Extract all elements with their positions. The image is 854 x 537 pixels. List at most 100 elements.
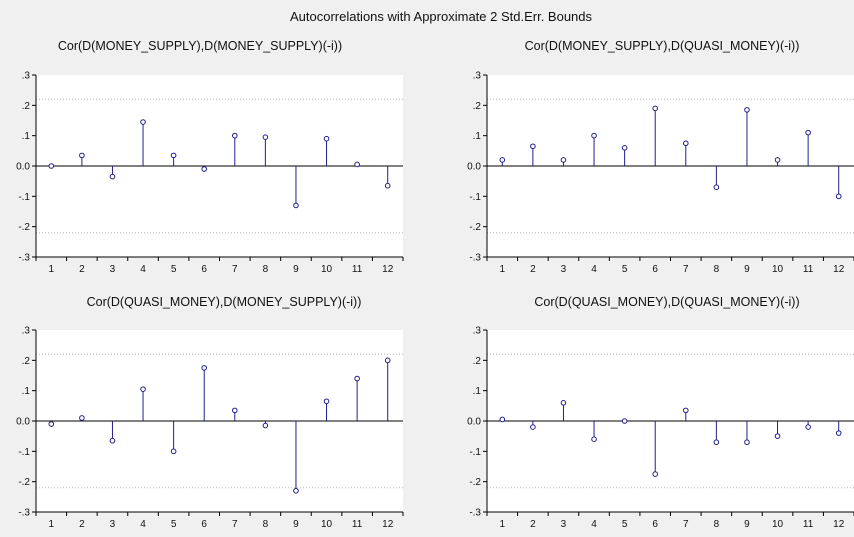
acf-point xyxy=(109,437,116,444)
x-tick-label: 4 xyxy=(140,519,146,530)
acf-point xyxy=(384,182,391,189)
acf-point xyxy=(774,157,781,163)
x-tick-label: 5 xyxy=(171,264,177,275)
acf-point xyxy=(744,439,750,446)
x-tick-label: 11 xyxy=(352,519,363,530)
y-tick-label: -.1 xyxy=(18,192,30,203)
x-tick-label: 12 xyxy=(833,519,845,530)
x-tick-label: 6 xyxy=(201,264,207,275)
x-tick-label: 11 xyxy=(803,519,814,530)
x-tick-label: 5 xyxy=(171,519,177,530)
acf-point xyxy=(591,436,597,443)
panel-title: Cor(D(MONEY_SUPPLY),D(MONEY_SUPPLY)(-i)) xyxy=(58,39,342,53)
acf-point xyxy=(201,166,208,172)
acf-point xyxy=(713,439,720,446)
acf-point xyxy=(805,424,811,430)
x-tick-label: 3 xyxy=(561,264,567,275)
acf-point xyxy=(109,173,116,180)
y-tick-label: -.3 xyxy=(18,508,30,519)
x-tick-label: 9 xyxy=(293,519,299,530)
acf-point xyxy=(140,119,146,125)
acf-panel: Cor(D(QUASI_MONEY),D(QUASI_MONEY)(-i)) .3… xyxy=(467,295,854,530)
x-tick-label: 3 xyxy=(561,519,567,530)
x-tick-label: 1 xyxy=(49,519,55,530)
acf-point xyxy=(79,415,85,421)
x-tick-label: 4 xyxy=(591,264,597,275)
x-tick-label: 2 xyxy=(79,264,85,275)
acf-point xyxy=(744,107,750,113)
acf-point xyxy=(231,407,238,414)
y-tick-label: 0.0 xyxy=(16,162,30,173)
acf-point xyxy=(713,184,720,191)
x-tick-label: 10 xyxy=(321,264,333,275)
x-tick-label: 12 xyxy=(833,264,845,275)
y-tick-label: .1 xyxy=(22,131,31,142)
acf-point xyxy=(682,140,689,147)
figure-title: Autocorrelations with Approximate 2 Std.… xyxy=(290,9,593,24)
x-tick-label: 8 xyxy=(714,519,720,530)
x-tick-label: 9 xyxy=(744,264,750,275)
acf-panel: Cor(D(MONEY_SUPPLY),D(QUASI_MONEY)(-i)).… xyxy=(467,39,854,275)
acf-point xyxy=(835,193,842,200)
x-tick-label: 7 xyxy=(683,264,689,275)
y-tick-label: .2 xyxy=(473,101,482,112)
panel-title: Cor(D(MONEY_SUPPLY),D(QUASI_MONEY)(-i)) xyxy=(525,39,800,53)
x-tick-label: 6 xyxy=(652,264,658,275)
x-tick-label: 5 xyxy=(622,519,628,530)
x-tick-label: 4 xyxy=(591,519,597,530)
y-tick-label: 0.0 xyxy=(467,417,481,428)
acf-point xyxy=(48,421,55,427)
panel-title: Cor(D(QUASI_MONEY),D(QUASI_MONEY)(-i)) xyxy=(534,295,799,309)
acf-point xyxy=(835,430,842,436)
x-tick-label: 8 xyxy=(714,264,720,275)
acf-point xyxy=(591,132,597,139)
x-tick-label: 3 xyxy=(110,264,116,275)
x-tick-label: 2 xyxy=(79,519,85,530)
x-tick-label: 12 xyxy=(382,264,394,275)
y-tick-label: .3 xyxy=(473,71,482,82)
y-tick-label: .1 xyxy=(473,386,482,397)
acf-point xyxy=(530,143,536,150)
acf-point xyxy=(621,145,628,151)
x-tick-label: 8 xyxy=(263,264,269,275)
x-tick-label: 11 xyxy=(352,264,363,275)
acf-point xyxy=(621,418,628,424)
y-tick-label: .3 xyxy=(473,326,482,337)
y-tick-label: 0.0 xyxy=(16,417,30,428)
acf-point xyxy=(384,357,391,364)
y-tick-label: -.1 xyxy=(18,447,30,458)
panel-title: Cor(D(QUASI_MONEY),D(MONEY_SUPPLY)(-i)) xyxy=(87,295,362,309)
x-tick-label: 1 xyxy=(500,264,506,275)
y-tick-label: -.3 xyxy=(18,253,30,264)
y-tick-label: -.3 xyxy=(469,508,481,519)
x-tick-label: 10 xyxy=(772,519,784,530)
x-tick-label: 10 xyxy=(772,264,784,275)
acf-point xyxy=(805,129,811,136)
acf-point xyxy=(262,422,269,429)
x-tick-label: 9 xyxy=(293,264,299,275)
y-tick-label: .2 xyxy=(473,356,482,367)
acf-point xyxy=(652,105,659,112)
y-tick-label: 0.0 xyxy=(467,162,481,173)
acf-point xyxy=(231,132,238,139)
x-tick-label: 6 xyxy=(201,519,207,530)
x-tick-label: 4 xyxy=(140,264,146,275)
x-tick-label: 9 xyxy=(744,519,750,530)
y-tick-label: .2 xyxy=(22,101,31,112)
acf-point xyxy=(48,163,55,169)
y-tick-label: .3 xyxy=(22,71,31,82)
y-tick-label: .3 xyxy=(22,326,31,337)
y-tick-label: -.3 xyxy=(469,253,481,264)
acf-point xyxy=(262,134,269,140)
y-tick-label: -.1 xyxy=(469,192,481,203)
x-tick-label: 3 xyxy=(110,519,116,530)
acf-point xyxy=(499,416,506,423)
acf-point xyxy=(79,152,85,159)
acf-point xyxy=(323,135,330,142)
acf-point xyxy=(560,400,567,406)
acf-point xyxy=(354,375,360,382)
x-tick-label: 2 xyxy=(530,264,536,275)
y-tick-label: -.1 xyxy=(469,447,481,458)
x-tick-label: 1 xyxy=(49,264,55,275)
